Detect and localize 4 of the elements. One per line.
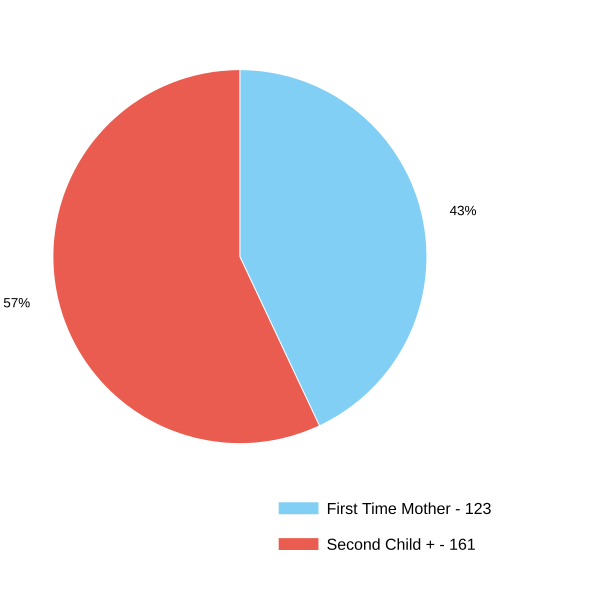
legend-label: Second Child + - 161	[327, 538, 475, 550]
data-label: 57%	[4, 298, 30, 308]
data-label: 43%	[450, 206, 476, 216]
legend-label: First Time Mother - 123	[328, 502, 491, 514]
